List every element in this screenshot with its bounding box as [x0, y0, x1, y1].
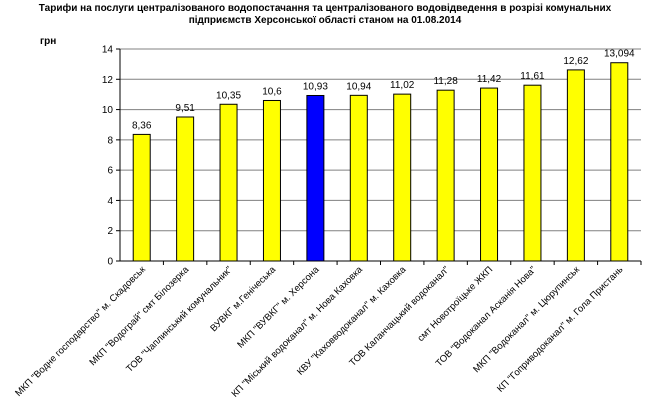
data-label: 10,94 [346, 81, 371, 92]
y-tick-label: 6 [107, 166, 113, 177]
bar [262, 99, 281, 262]
y-tick-label: 4 [107, 196, 113, 207]
data-label: 10,6 [262, 86, 282, 97]
bar [436, 89, 455, 262]
data-label: 12,62 [563, 56, 588, 67]
data-label: 8,36 [132, 120, 152, 131]
y-axis-unit-label: грн [40, 36, 57, 47]
bar [610, 62, 629, 262]
bar [566, 69, 585, 262]
bar [523, 84, 542, 262]
category-label: смт Новотроїцьке ЖКП [415, 264, 495, 344]
chart-title-line-2: підприємств Херсонської області станом н… [188, 15, 462, 26]
bar [349, 94, 368, 262]
y-tick-label: 14 [102, 45, 114, 56]
data-label: 9,51 [175, 103, 195, 114]
data-label: 10,35 [216, 90, 241, 101]
data-label: 13,094 [604, 49, 635, 60]
data-label: 11,42 [477, 74, 502, 85]
chart-title-line-1: Тарифи на послуги централізованого водоп… [38, 3, 612, 14]
data-label: 10,93 [303, 81, 328, 92]
bar [132, 133, 151, 262]
bar [393, 93, 412, 262]
data-label: 11,02 [390, 80, 415, 91]
bar [219, 103, 238, 262]
y-tick-label: 12 [102, 75, 114, 86]
bar [306, 94, 325, 262]
y-tick-label: 2 [107, 226, 113, 237]
y-tick-label: 0 [107, 257, 113, 268]
data-label: 11,28 [433, 76, 458, 87]
bar [176, 116, 195, 262]
y-tick-label: 10 [102, 105, 114, 116]
data-label: 11,61 [520, 71, 545, 82]
y-tick-label: 8 [107, 135, 113, 146]
bar [480, 87, 499, 262]
category-label: МКП "ВУВКГ" м. Херсона [235, 264, 322, 351]
